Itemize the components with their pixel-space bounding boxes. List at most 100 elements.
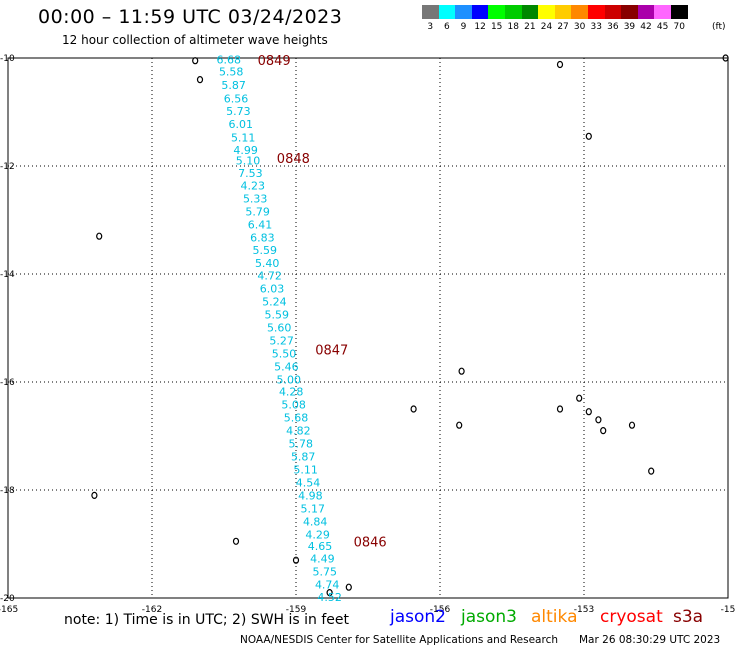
legend-swatch	[554, 5, 572, 19]
color-legend: 3 6 9 12 15 18 21 24 27 30 33 36 39 42 45 70 (ft)	[422, 5, 726, 32]
legend-label: 18	[507, 22, 519, 32]
time-label: 0849	[258, 54, 291, 69]
swh-value: 5.46	[274, 360, 299, 373]
time-label: 0846	[354, 535, 387, 550]
island-marker	[326, 588, 333, 597]
time-label: 0847	[315, 344, 348, 359]
legend-swatch	[587, 5, 605, 19]
swh-value: 5.59	[265, 309, 290, 322]
legend-label: 6	[444, 22, 450, 32]
legend-swatch	[471, 5, 489, 19]
swh-value: 5.58	[219, 66, 244, 79]
lat-tick-label: -16	[0, 378, 15, 388]
swh-value: 5.24	[262, 296, 287, 309]
lon-tick-label: -165	[0, 605, 18, 615]
legend-label: 33	[590, 22, 602, 32]
footer-note: note: 1) Time is in UTC; 2) SWH is in fe…	[64, 612, 350, 628]
swh-value: 5.79	[245, 205, 270, 218]
island-marker	[556, 405, 564, 413]
map-grid	[8, 58, 728, 598]
swh-value: 6.03	[260, 283, 285, 296]
chart-title: 00:00 – 11:59 UTC 03/24/2023	[38, 6, 343, 28]
lon-tick-label: -159	[286, 605, 307, 615]
swh-value: 4.82	[286, 425, 311, 438]
island-marker	[585, 408, 592, 416]
island-marker	[556, 60, 564, 69]
swh-value: 4.52	[317, 591, 342, 604]
swh-value: 7.53	[238, 167, 263, 180]
island-marker	[628, 421, 636, 429]
legend-label: 30	[573, 22, 586, 32]
legend-label: 45	[656, 22, 669, 32]
swh-value: 5.60	[267, 321, 292, 334]
swh-value: 5.68	[284, 412, 309, 425]
legend-label: 3	[427, 22, 434, 32]
legend-label: 12	[474, 22, 486, 32]
legend-swatch	[621, 5, 638, 19]
island-marker	[232, 537, 240, 545]
legend-label: 15	[490, 22, 503, 32]
satellite-cryosat: cryosat	[600, 607, 663, 627]
legend-swatch-row	[422, 5, 688, 19]
swh-value: 4.74	[315, 579, 340, 592]
swh-value: 5.17	[301, 502, 326, 515]
swh-value: 6.56	[224, 93, 249, 106]
satellite-altika: altika	[531, 607, 578, 627]
map-frame	[7, 57, 729, 599]
legend-swatch	[504, 5, 522, 19]
lon-tick-label: -153	[574, 605, 594, 615]
island-marker	[345, 583, 352, 591]
swh-value: 6.83	[250, 231, 275, 244]
swh-value: 5.73	[226, 105, 251, 118]
axis-ticks: -165 -162 -159 -156 -153 -15 -10 -12 -14 -16 -18 -2…	[0, 54, 735, 615]
legend-swatch	[455, 5, 472, 19]
swh-value: 5.00	[277, 373, 302, 386]
swh-value: 5.08	[281, 399, 306, 412]
lon-tick-label: -162	[142, 605, 162, 615]
swh-value: 4.54	[296, 476, 321, 489]
lon-tick-label: -156	[430, 605, 451, 615]
swh-value: 4.29	[305, 528, 330, 541]
swh-value: 5.78	[289, 438, 314, 451]
island-marker	[91, 491, 98, 499]
lat-tick-label: -20	[0, 594, 15, 604]
island-marker	[196, 75, 204, 84]
lon-tick-label: -15	[721, 605, 736, 615]
legend-label: 70	[673, 22, 685, 32]
lat-tick-label: -10	[0, 54, 15, 64]
swh-value: 4.28	[279, 386, 304, 399]
chart-subtitle: 12 hour collection of altimeter wave hei…	[62, 33, 328, 47]
swh-value: 4.84	[303, 515, 328, 528]
swh-value: 5.87	[221, 79, 246, 92]
island-marker	[576, 394, 583, 402]
satellite-s3a: s3a	[673, 607, 704, 627]
legend-swatch	[521, 5, 539, 19]
island-marker	[458, 367, 465, 375]
island-marker	[192, 57, 199, 65]
swh-value: 5.10	[236, 155, 261, 168]
island-marker	[456, 421, 463, 429]
swh-value: 5.33	[243, 192, 268, 205]
lat-tick-label: -18	[0, 486, 15, 496]
swh-value: 4.65	[308, 540, 333, 553]
legend-swatch	[488, 5, 505, 19]
swh-value: 5.75	[313, 566, 338, 579]
swh-value: 5.11	[231, 131, 256, 144]
swh-value: 4.72	[257, 270, 282, 283]
legend-swatch	[670, 5, 688, 19]
swh-value: 5.27	[269, 334, 294, 347]
islands	[91, 54, 729, 597]
legend-swatch	[422, 5, 439, 19]
legend-label: 21	[524, 22, 536, 32]
legend-label: 27	[557, 22, 569, 32]
legend-label: 24	[540, 22, 553, 32]
swh-value: 5.40	[255, 257, 280, 270]
legend-label: 36	[607, 22, 619, 32]
legend-label: 39	[623, 22, 636, 32]
island-marker	[648, 467, 655, 475]
swh-value: 4.99	[233, 144, 258, 157]
island-marker	[292, 556, 300, 564]
legend-swatch	[438, 5, 456, 19]
island-marker	[595, 416, 602, 424]
